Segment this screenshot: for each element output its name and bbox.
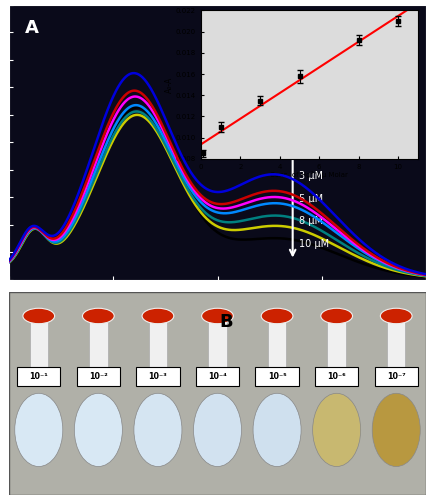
- Bar: [386, 322, 404, 367]
- Ellipse shape: [193, 394, 241, 466]
- Text: 10⁻⁴: 10⁻⁴: [207, 372, 227, 381]
- Text: 10⁻⁵: 10⁻⁵: [267, 372, 286, 381]
- FancyBboxPatch shape: [17, 367, 60, 386]
- X-axis label: Wavlength (nm): Wavlength (nm): [164, 296, 270, 309]
- Bar: [89, 322, 107, 367]
- Circle shape: [82, 308, 114, 324]
- Bar: [148, 322, 167, 367]
- Ellipse shape: [74, 394, 122, 466]
- Text: B: B: [219, 313, 232, 331]
- FancyBboxPatch shape: [136, 367, 179, 386]
- Ellipse shape: [134, 394, 181, 466]
- Bar: [327, 322, 345, 367]
- Text: 10⁻¹: 10⁻¹: [30, 372, 48, 381]
- Circle shape: [320, 308, 352, 324]
- Text: 10⁻⁶: 10⁻⁶: [326, 372, 345, 381]
- Text: 10 μM: 10 μM: [298, 239, 328, 249]
- Ellipse shape: [15, 394, 62, 466]
- Text: 0.1μM: 0.1μM: [298, 126, 328, 136]
- Ellipse shape: [312, 394, 360, 466]
- Text: 5 μM: 5 μM: [298, 194, 322, 204]
- Ellipse shape: [253, 394, 300, 466]
- Text: 1 μM: 1 μM: [298, 149, 322, 159]
- Bar: [208, 322, 226, 367]
- Bar: [30, 322, 48, 367]
- Text: 10⁻³: 10⁻³: [148, 372, 167, 381]
- Text: TE-3: TE-3: [298, 104, 322, 114]
- Text: 10⁻²: 10⁻²: [89, 372, 108, 381]
- Circle shape: [260, 308, 292, 324]
- Circle shape: [201, 308, 233, 324]
- Text: 8 μM: 8 μM: [298, 216, 322, 226]
- FancyBboxPatch shape: [374, 367, 417, 386]
- Circle shape: [142, 308, 174, 324]
- Circle shape: [23, 308, 55, 324]
- Text: 3 μM: 3 μM: [298, 172, 322, 181]
- Circle shape: [379, 308, 411, 324]
- FancyBboxPatch shape: [76, 367, 120, 386]
- FancyBboxPatch shape: [255, 367, 298, 386]
- Bar: [267, 322, 286, 367]
- Text: A: A: [25, 18, 39, 36]
- Text: 10⁻⁷: 10⁻⁷: [386, 372, 404, 381]
- FancyBboxPatch shape: [314, 367, 358, 386]
- Ellipse shape: [372, 394, 419, 466]
- FancyBboxPatch shape: [195, 367, 239, 386]
